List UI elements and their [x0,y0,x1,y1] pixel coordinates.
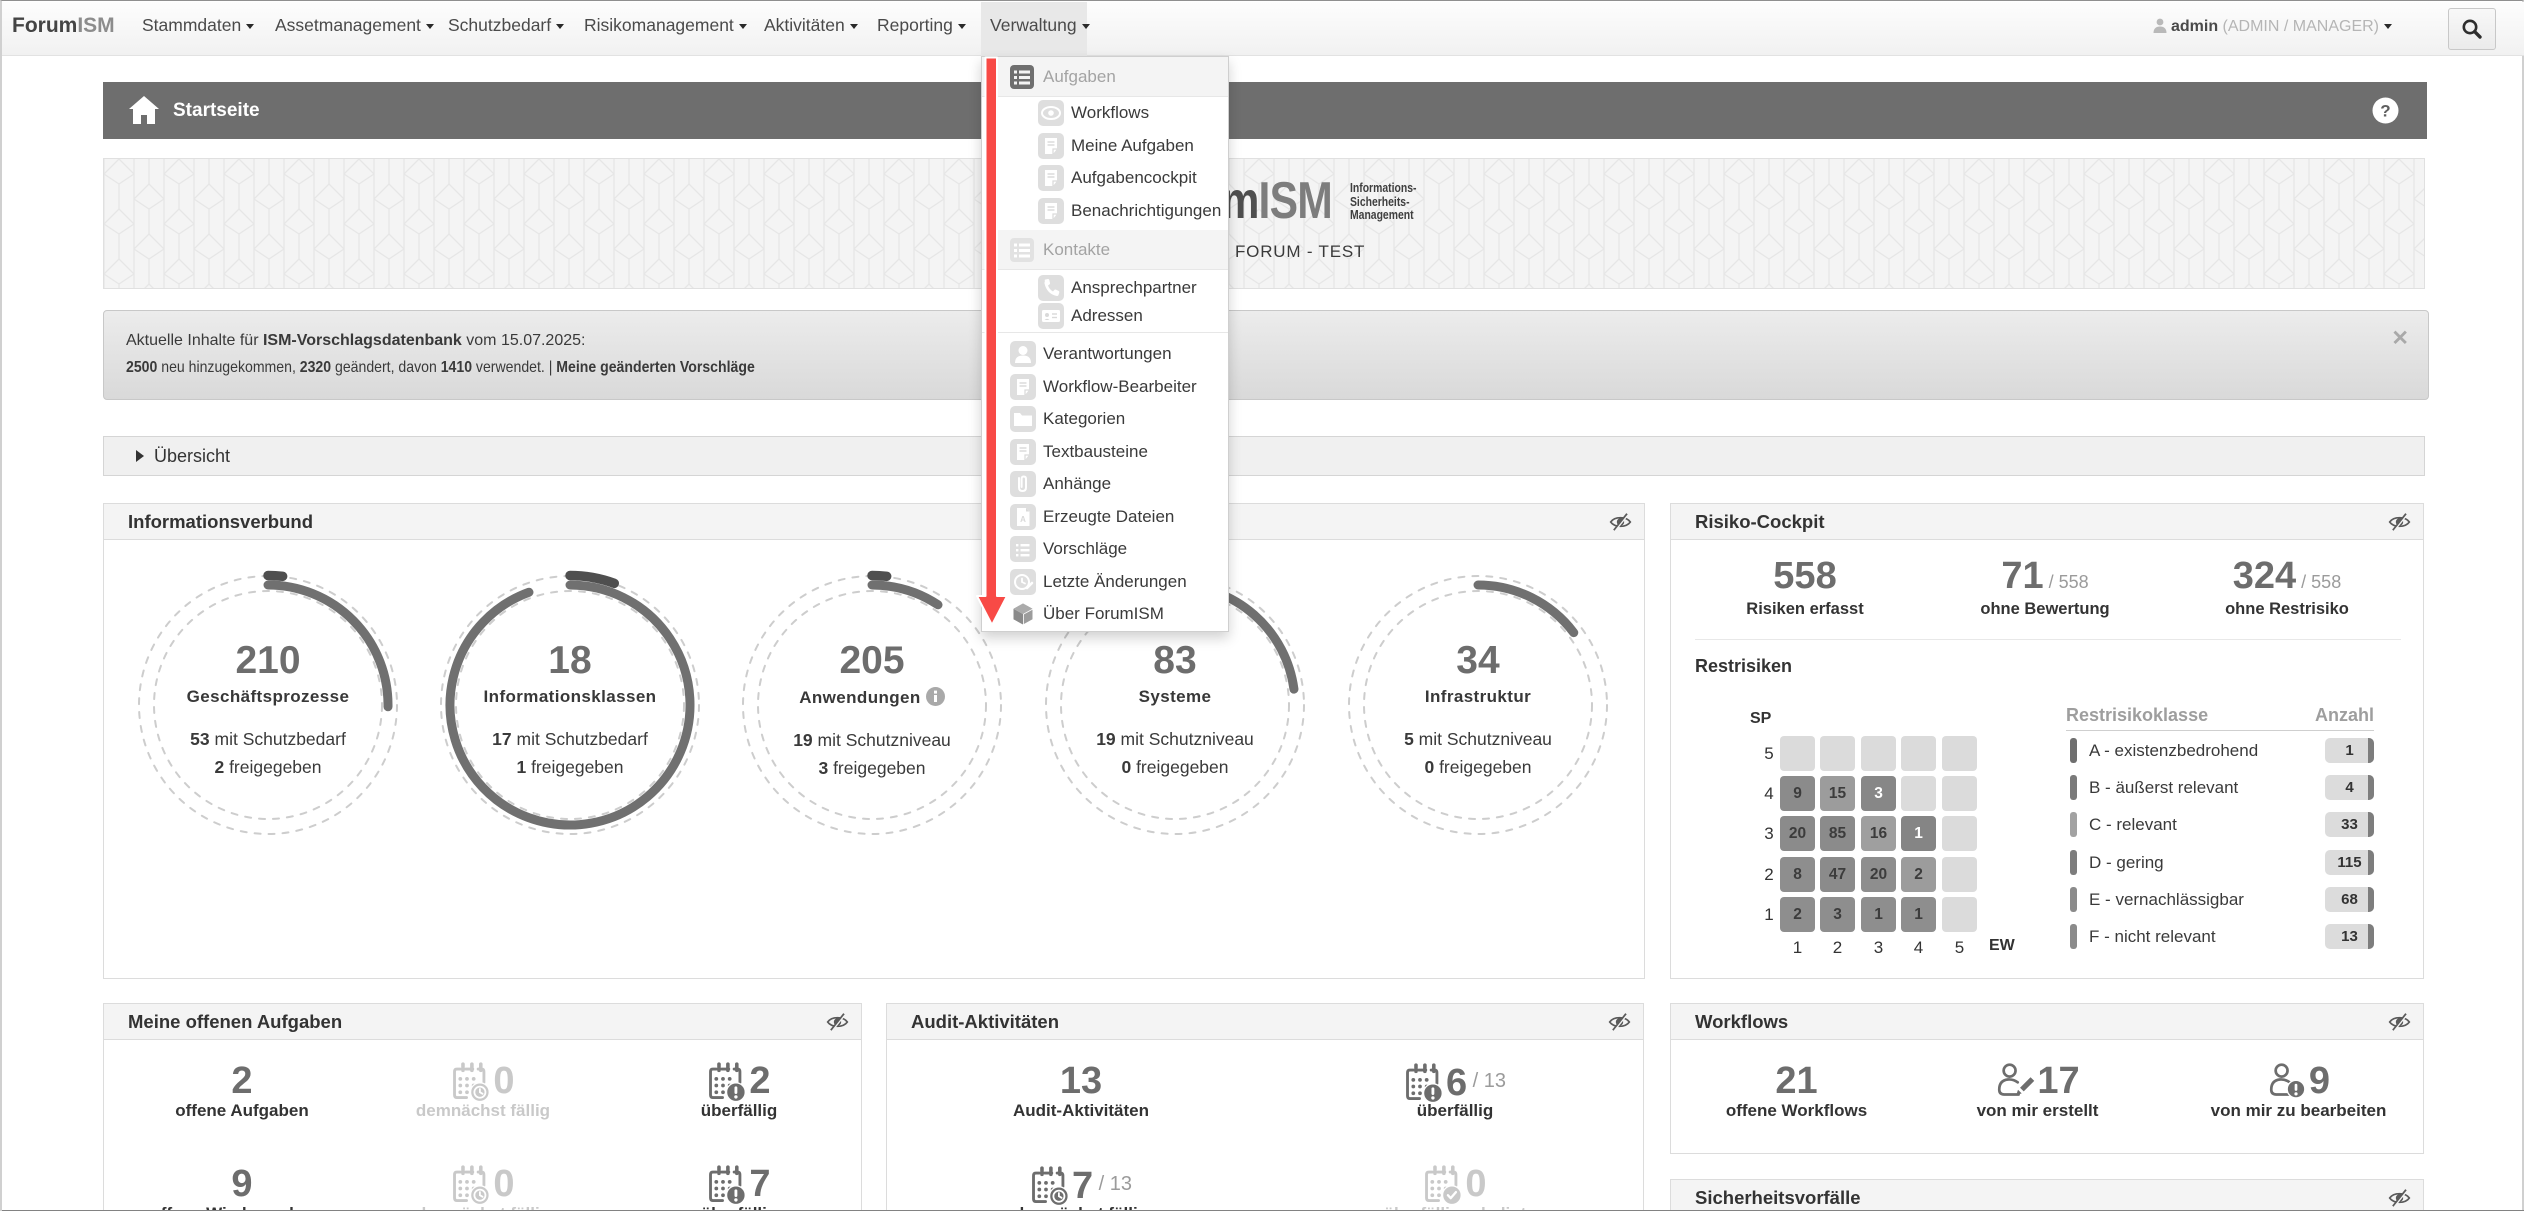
svg-text:?: ? [2380,102,2390,121]
svg-text:A: A [1020,515,1026,524]
